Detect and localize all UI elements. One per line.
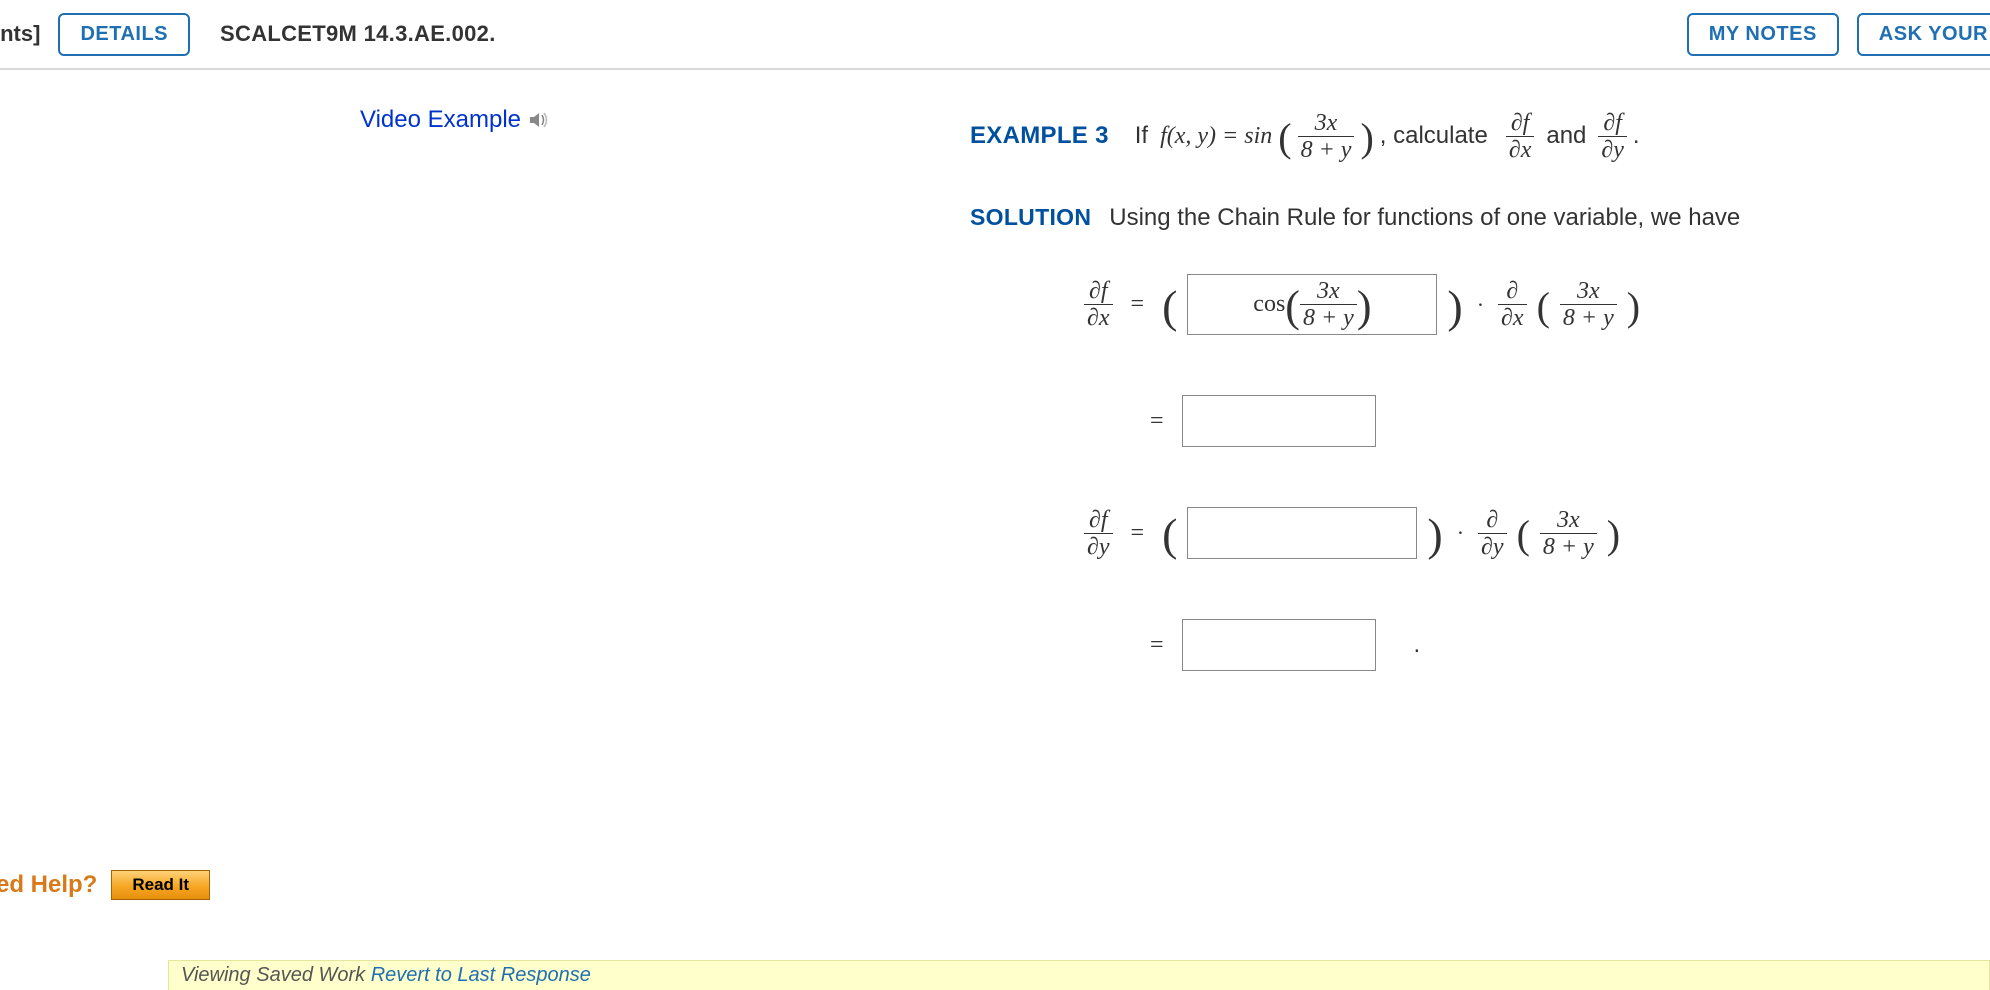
frac-num: 3x [1554, 508, 1583, 533]
example-and: and [1546, 122, 1586, 150]
video-example-link[interactable]: Video Example [360, 106, 551, 134]
revert-link[interactable]: Revert to Last Response [371, 964, 591, 986]
frac-den: 8 + y [1300, 304, 1357, 330]
example-func: f(x, y) = sin [1160, 123, 1272, 150]
equals-sign: = [1142, 408, 1172, 435]
frac-den: ∂x [1506, 136, 1535, 162]
arg-frac: 3x 8 + y [1540, 508, 1597, 559]
frac-num: ∂f [1086, 279, 1111, 304]
solution-intro-text: Using the Chain Rule for functions of on… [1109, 204, 1740, 232]
solution-intro: SOLUTION Using the Chain Rule for functi… [970, 204, 1970, 232]
frac-den: ∂y [1084, 533, 1113, 559]
need-help-label: ed Help? [0, 871, 97, 899]
example-period: . [1633, 122, 1640, 150]
frac-num: ∂f [1508, 111, 1533, 136]
dot-operator: · [1473, 292, 1488, 318]
ask-teacher-button[interactable]: ASK YOUR [1857, 13, 1990, 56]
work-row-dfdy: ∂f ∂y = ( ) · ∂ ∂y ( 3x 8 + y ) [1084, 507, 1970, 559]
frac-num: ∂f [1600, 111, 1625, 136]
my-notes-button[interactable]: MY NOTES [1687, 13, 1839, 56]
frac-den: ∂y [1598, 136, 1627, 162]
answer-box-dfdx-result[interactable] [1182, 395, 1376, 447]
saved-work-bar: Viewing Saved Work Revert to Last Respon… [168, 960, 1990, 990]
equals-sign: = [1142, 632, 1172, 659]
frac-den: 8 + y [1560, 304, 1617, 330]
saved-work-text: Viewing Saved Work [181, 964, 371, 986]
dfdx-frac: ∂f ∂x [1506, 111, 1535, 162]
example-statement: EXAMPLE 3 If f(x, y) = sin ( 3x 8 + y ) … [970, 106, 1970, 166]
video-column: Video Example [360, 106, 970, 671]
frac-den: ∂y [1478, 533, 1507, 559]
header-left: ints] DETAILS SCALCET9M 14.3.AE.002. [0, 13, 496, 56]
work-row-dfdx-result: = [1142, 395, 1970, 447]
frac-den: ∂x [1498, 304, 1527, 330]
answer-box-dfdy-inner[interactable] [1187, 507, 1417, 559]
equals-sign: = [1123, 520, 1153, 547]
cos-label: cos [1253, 291, 1285, 318]
frac-num: 3x [1314, 279, 1343, 304]
header-right: MY NOTES ASK YOUR [1687, 13, 1990, 56]
example-arg-frac: 3x 8 + y [1298, 111, 1355, 162]
solution-label: SOLUTION [970, 204, 1091, 231]
frac-num: 3x [1312, 111, 1341, 136]
exercise-code: SCALCET9M 14.3.AE.002. [220, 21, 496, 47]
example-mid: , calculate [1380, 122, 1488, 150]
question-body: Video Example EXAMPLE 3 If f(x, y) = sin… [0, 70, 1990, 671]
equals-sign: = [1123, 291, 1153, 318]
arg-frac: 3x 8 + y [1560, 279, 1617, 330]
answer-box-dfdy-result[interactable] [1182, 619, 1376, 671]
work-row-dfdy-result: = . [1142, 619, 1970, 671]
frac-num: 3x [1574, 279, 1603, 304]
ddy: ∂ ∂y [1478, 508, 1507, 559]
need-help-row: ed Help? Read It [0, 870, 210, 900]
frac-den: 8 + y [1540, 533, 1597, 559]
audio-icon [529, 110, 551, 130]
frac-den: ∂x [1084, 304, 1113, 330]
read-it-button[interactable]: Read It [111, 870, 210, 900]
cos-arg-frac: 3x 8 + y [1300, 279, 1357, 330]
answer-box-cos[interactable]: cos ( 3x 8 + y ) [1187, 274, 1437, 335]
ddx: ∂ ∂x [1498, 279, 1527, 330]
example-label: EXAMPLE 3 [970, 122, 1109, 150]
dfdx-lhs: ∂f ∂x [1084, 279, 1113, 330]
question-header: ints] DETAILS SCALCET9M 14.3.AE.002. MY … [0, 0, 1990, 70]
content-column: EXAMPLE 3 If f(x, y) = sin ( 3x 8 + y ) … [970, 106, 1990, 671]
frac-num: ∂ [1503, 279, 1521, 304]
frac-num: ∂f [1086, 508, 1111, 533]
work-row-dfdx: ∂f ∂x = ( cos ( 3x 8 + y ) ) · ∂ ∂x ( [1084, 274, 1970, 335]
dfdy-frac: ∂f ∂y [1598, 111, 1627, 162]
points-label: ints] [0, 21, 40, 47]
frac-num: ∂ [1483, 508, 1501, 533]
dot-operator: · [1453, 520, 1468, 546]
frac-den: 8 + y [1298, 136, 1355, 162]
example-if: If [1135, 122, 1148, 150]
dfdy-lhs: ∂f ∂y [1084, 508, 1113, 559]
details-button[interactable]: DETAILS [58, 13, 190, 56]
final-period: . [1414, 631, 1421, 659]
video-example-text: Video Example [360, 106, 521, 134]
